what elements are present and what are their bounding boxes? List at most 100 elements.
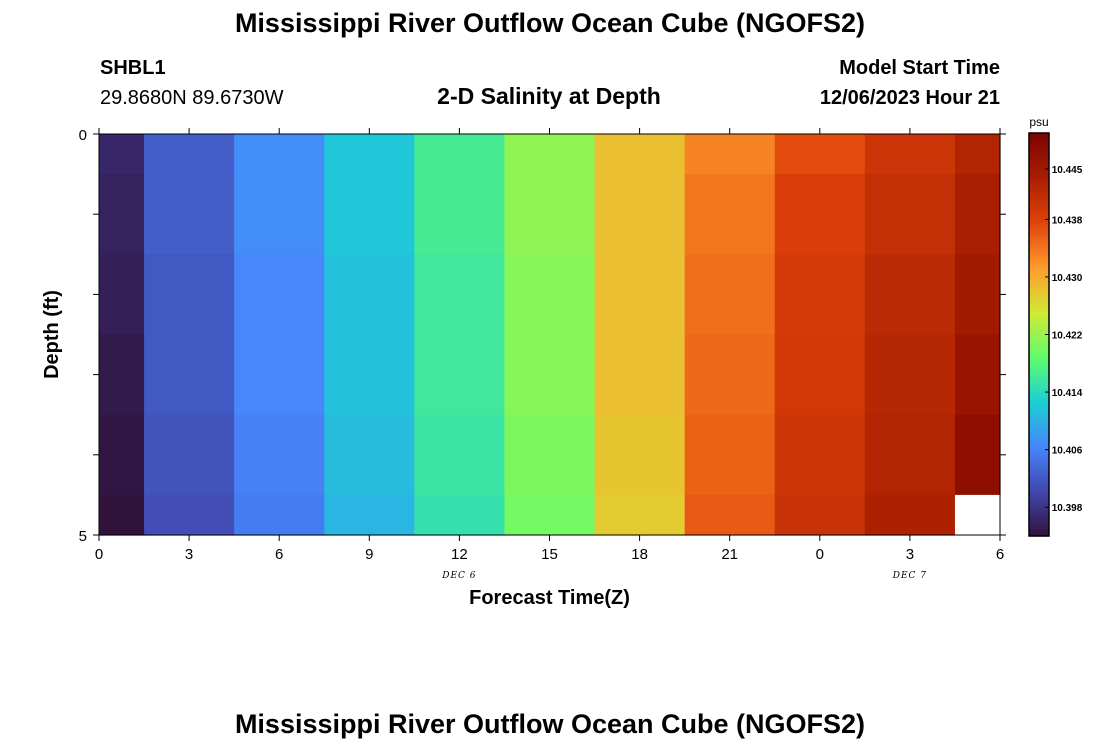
colorbar-segment: [1029, 284, 1049, 289]
heatmap-cell: [324, 414, 415, 496]
x-tick-label: 15: [541, 546, 558, 563]
colorbar-segment: [1029, 438, 1049, 443]
colorbar-tick-label: 10.398: [1052, 503, 1083, 514]
colorbar-segment: [1029, 509, 1049, 514]
colorbar-segment: [1029, 391, 1049, 396]
colorbar-segment: [1029, 200, 1049, 205]
colorbar-segment: [1029, 166, 1049, 171]
heatmap-cell: [954, 414, 1001, 496]
colorbar-segment: [1029, 462, 1049, 467]
colorbar-segment: [1029, 388, 1049, 393]
colorbar-segment: [1029, 163, 1049, 168]
colorbar-segment: [1029, 133, 1049, 137]
heatmap-cell: [864, 134, 956, 175]
heatmap-cell: [684, 334, 776, 416]
heatmap-cell: [864, 414, 956, 496]
colorbar-segment: [1029, 294, 1049, 299]
y-tick-label: 5: [79, 528, 87, 545]
colorbar-segment: [1029, 274, 1049, 279]
heatmap-cell: [324, 254, 415, 336]
colorbar-segment: [1029, 418, 1049, 423]
colorbar-segment: [1029, 136, 1049, 141]
x-tick-label: 9: [365, 546, 373, 563]
heatmap-cell: [774, 134, 866, 175]
heatmap-cell: [504, 134, 596, 175]
heatmap-cell: [99, 134, 145, 175]
x-axis-label: Forecast Time(Z): [469, 587, 630, 609]
colorbar-segment: [1029, 260, 1049, 265]
colorbar-segment: [1029, 398, 1049, 403]
heatmap-cell: [234, 334, 325, 416]
colorbar-segment: [1029, 525, 1049, 530]
colorbar-segment: [1029, 515, 1049, 520]
heatmap-cell: [774, 414, 866, 496]
colorbar-segment: [1029, 358, 1049, 362]
heatmap-cell: [504, 254, 596, 336]
colorbar-segment: [1029, 482, 1049, 487]
colorbar-tick-label: 10.430: [1052, 273, 1083, 284]
colorbar-unit-label: psu: [1029, 115, 1048, 129]
colorbar-segment: [1029, 243, 1049, 248]
heatmap-cell: [144, 174, 235, 255]
colorbar-segment: [1029, 421, 1049, 426]
heatmap-cell: [144, 494, 235, 536]
model-start-value: 12/06/2023 Hour 21: [819, 87, 1000, 109]
colorbar-segment: [1029, 196, 1049, 201]
heatmap-cell: [324, 174, 415, 255]
colorbar-segment: [1029, 173, 1049, 178]
heatmap-cell: [504, 174, 596, 255]
colorbar-segment: [1029, 415, 1049, 420]
heatmap-cell: [234, 414, 325, 496]
colorbar-segment: [1029, 240, 1049, 245]
colorbar-segment: [1029, 153, 1049, 158]
colorbar-segment: [1029, 304, 1049, 309]
heatmap-cell: [684, 134, 776, 175]
colorbar-segment: [1029, 263, 1049, 268]
colorbar-segment: [1029, 405, 1049, 409]
colorbar-segment: [1029, 371, 1049, 376]
heatmap-cell: [99, 254, 145, 336]
heatmap-cell: [324, 134, 415, 175]
colorbar-segment: [1029, 475, 1049, 480]
colorbar-segment: [1029, 176, 1049, 181]
colorbar-segment: [1029, 408, 1049, 413]
colorbar-segment: [1029, 425, 1049, 430]
heatmap-cell: [684, 174, 776, 255]
colorbar-segment: [1029, 465, 1049, 470]
x-tick-label: 6: [275, 546, 283, 563]
x-tick-label: 18: [631, 546, 648, 563]
colorbar-segment: [1029, 337, 1049, 342]
colorbar-segment: [1029, 237, 1049, 242]
colorbar-segment: [1029, 341, 1049, 346]
colorbar-segment: [1029, 206, 1049, 211]
heatmap-cell: [99, 494, 145, 536]
colorbar-segment: [1029, 267, 1049, 272]
colorbar-segment: [1029, 478, 1049, 483]
chart-subtitle: 2-D Salinity at Depth: [437, 83, 661, 109]
colorbar-segment: [1029, 485, 1049, 490]
heatmap-cell: [594, 414, 686, 496]
colorbar-segment: [1029, 203, 1049, 208]
colorbar-segment: [1029, 324, 1049, 329]
colorbar-segment: [1029, 253, 1049, 258]
heatmap-cell: [504, 414, 596, 496]
heatmap-cell: [684, 494, 776, 536]
date-label: DEC 6: [441, 571, 476, 581]
colorbar-segment: [1029, 529, 1049, 534]
colorbar-segment: [1029, 139, 1049, 144]
heatmap-cell: [234, 254, 325, 336]
colorbar-segment: [1029, 452, 1049, 456]
colorbar-segment: [1029, 297, 1049, 302]
heatmap-cell: [234, 494, 325, 536]
colorbar-segment: [1029, 354, 1049, 359]
colorbar-tick-label: 10.422: [1052, 331, 1083, 342]
heatmap-cell: [414, 334, 506, 416]
colorbar-segment: [1029, 394, 1049, 399]
colorbar-segment: [1029, 488, 1049, 493]
colorbar-segment: [1029, 495, 1049, 500]
colorbar-tick-label: 10.414: [1052, 388, 1083, 399]
colorbar-segment: [1029, 381, 1049, 386]
colorbar-segment: [1029, 347, 1049, 352]
heatmap-cell: [774, 254, 866, 336]
